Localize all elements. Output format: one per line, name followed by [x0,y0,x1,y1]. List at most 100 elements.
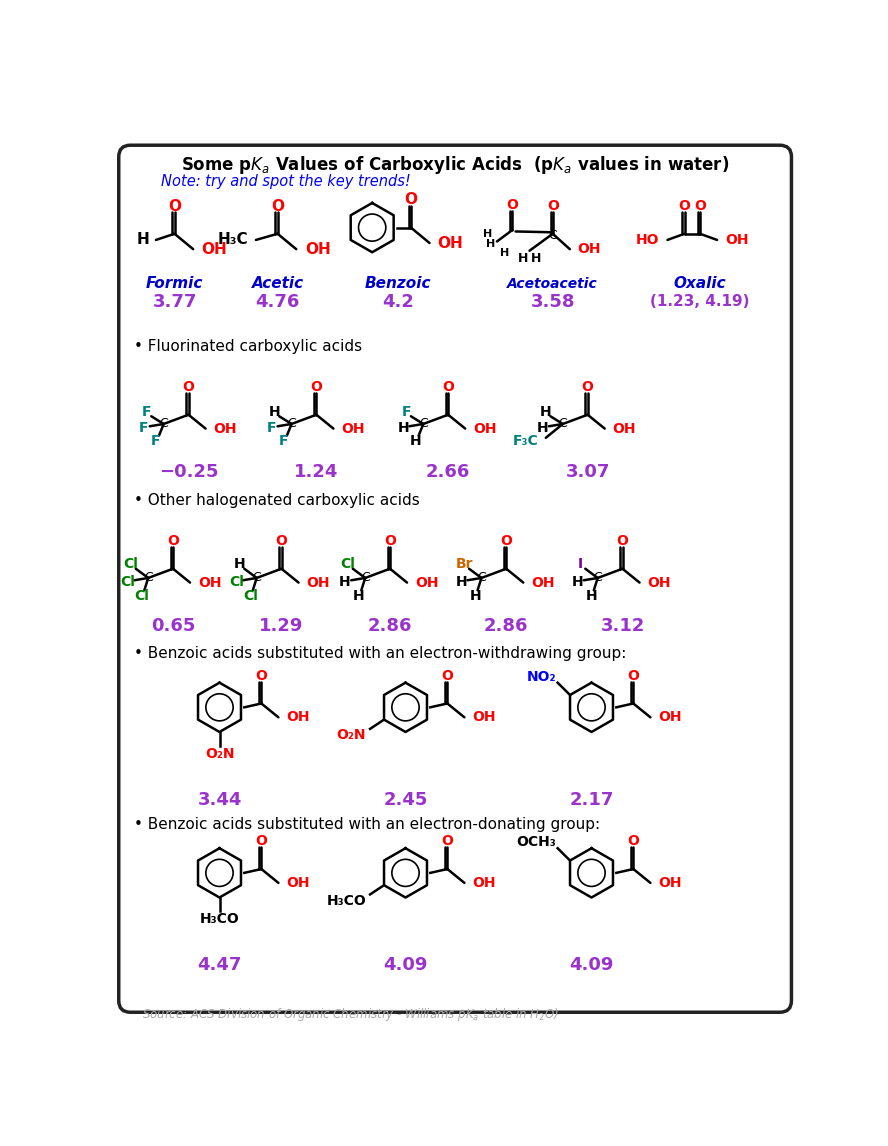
Text: 2.17: 2.17 [569,791,614,809]
Text: O: O [547,199,559,213]
Text: HO: HO [636,233,660,246]
Text: H: H [572,575,583,589]
Text: O: O [441,669,453,683]
Text: H: H [397,421,409,434]
Text: O: O [616,534,629,548]
Text: O₂N: O₂N [337,728,366,743]
Text: OH: OH [286,711,310,724]
Text: F: F [266,421,276,434]
Text: I: I [578,557,583,571]
Text: C: C [287,417,296,431]
Text: H: H [339,575,351,589]
Text: Some p$\boldsymbol{K_a}$ Values of Carboxylic Acids  (p$K_a$ values in water): Some p$\boldsymbol{K_a}$ Values of Carbo… [181,155,729,176]
Text: 3.44: 3.44 [197,791,242,809]
Text: O: O [271,198,284,213]
Text: H: H [137,233,150,248]
Text: H₃CO: H₃CO [200,912,240,926]
Text: 2.45: 2.45 [384,791,428,809]
Text: H: H [269,405,281,418]
Text: O: O [256,834,267,848]
Text: H: H [470,589,481,604]
Text: OH: OH [437,236,463,251]
FancyBboxPatch shape [119,146,791,1012]
Text: OH: OH [305,242,330,257]
Text: Acetoacetic: Acetoacetic [507,277,599,291]
Text: OH: OH [306,575,329,589]
Text: C: C [419,417,428,431]
Text: Cl: Cl [135,589,149,604]
Text: O: O [183,380,194,394]
Text: C: C [549,229,557,242]
Text: O: O [167,534,179,548]
Text: O: O [582,380,593,394]
Text: O: O [506,197,519,212]
Text: H₃CO: H₃CO [327,894,366,908]
Text: OH: OH [658,711,682,724]
Text: C: C [593,572,602,584]
Text: C: C [252,572,261,584]
Text: F₃C: F₃C [512,434,538,448]
Text: Cl: Cl [229,575,244,589]
Text: NO₂: NO₂ [527,669,556,683]
Text: 0.65: 0.65 [151,618,195,636]
Text: O: O [628,669,639,683]
Text: 4.09: 4.09 [569,956,614,974]
Text: O: O [311,380,322,394]
Text: O: O [404,193,417,207]
Text: 1.29: 1.29 [259,618,304,636]
Text: O: O [385,534,396,548]
Text: 4.2: 4.2 [382,292,414,311]
Text: 3.58: 3.58 [530,292,575,311]
Text: F: F [279,434,289,448]
Text: 4.47: 4.47 [197,956,242,974]
Text: OH: OH [473,422,496,435]
Text: −0.25: −0.25 [159,463,218,481]
Text: 3.12: 3.12 [600,618,645,636]
Text: OH: OH [531,575,554,589]
Text: O: O [441,834,453,848]
Text: 3.77: 3.77 [153,292,197,311]
Text: Cl: Cl [123,557,139,571]
Text: OH: OH [472,876,496,890]
Text: Note: try and spot the key trends!: Note: try and spot the key trends! [162,174,411,189]
Text: OH: OH [213,422,237,435]
Text: Br: Br [456,557,473,571]
Text: OH: OH [613,422,636,435]
Text: OH: OH [658,876,682,890]
Text: C: C [477,572,486,584]
Text: C: C [361,572,369,584]
Text: 3.07: 3.07 [566,463,610,481]
Text: OCH₃: OCH₃ [516,835,556,849]
Text: H: H [409,434,422,448]
Text: • Fluorinated carboxylic acids: • Fluorinated carboxylic acids [134,339,362,354]
Text: 1.24: 1.24 [294,463,338,481]
Text: O₂N: O₂N [205,746,234,761]
Text: 2.86: 2.86 [368,618,412,636]
Text: C: C [159,417,168,431]
Text: OH: OH [472,711,496,724]
Text: C: C [144,572,153,584]
Text: 2.66: 2.66 [426,463,471,481]
Text: H: H [234,557,245,571]
Text: OH: OH [725,233,749,246]
Text: H₃C: H₃C [218,233,248,248]
Text: 2.86: 2.86 [484,618,528,636]
Text: F: F [401,405,411,418]
Text: Oxalic: Oxalic [674,276,726,291]
Text: Source: ACS Division of Organic Chemistry - Williams p$K_a$ table in H$_2$O): Source: ACS Division of Organic Chemistr… [142,1006,559,1023]
Text: Formic: Formic [146,276,203,291]
Text: 4.76: 4.76 [256,292,300,311]
Text: H: H [456,575,467,589]
Text: Benzoic: Benzoic [364,276,431,291]
Text: (1.23, 4.19): (1.23, 4.19) [650,295,749,309]
Text: H: H [353,589,365,604]
Text: • Other halogenated carboxylic acids: • Other halogenated carboxylic acids [134,493,420,509]
Text: F: F [139,421,148,434]
Text: OH: OH [341,422,365,435]
Text: H: H [537,421,549,434]
Text: H: H [530,252,541,265]
Text: OH: OH [415,575,439,589]
Text: O: O [442,380,454,394]
Text: O: O [275,534,288,548]
Text: • Benzoic acids substituted with an electron-withdrawing group:: • Benzoic acids substituted with an elec… [134,645,627,661]
